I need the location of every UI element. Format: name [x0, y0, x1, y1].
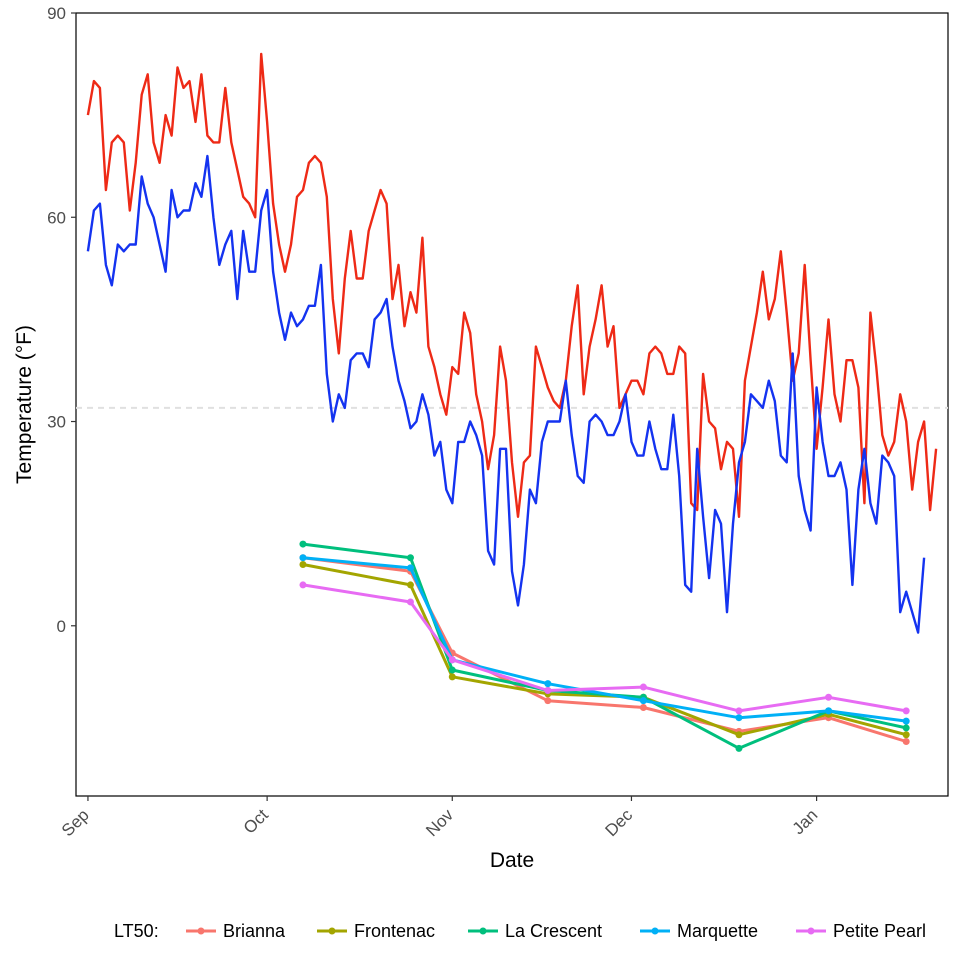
frontenac-point — [299, 561, 307, 569]
brianna-point — [902, 738, 910, 746]
y-tick-label: 90 — [47, 4, 66, 23]
legend-key-point — [197, 927, 205, 935]
legend-label: Frontenac — [354, 921, 435, 941]
la-crescent-point — [448, 666, 456, 674]
petite-pearl-point — [825, 693, 833, 701]
legend-key-point — [328, 927, 336, 935]
panel-border — [75, 12, 949, 797]
frontenac-point — [902, 731, 910, 739]
legend: LT50: Brianna Frontenac La Crescent Marquet… — [114, 921, 926, 941]
frontenac-point — [448, 673, 456, 681]
y-axis-title: Temperature (°F) — [13, 325, 36, 484]
y-tick-label: 30 — [47, 413, 66, 432]
brianna-point — [639, 703, 647, 711]
legend-key-point — [651, 927, 659, 935]
marquette-point — [825, 707, 833, 715]
marquette-point — [902, 717, 910, 725]
y-tick-label: 0 — [57, 617, 66, 636]
petite-pearl-point — [902, 707, 910, 715]
la-crescent-line — [302, 542, 907, 750]
x-tick-label: Oct — [240, 805, 272, 837]
lt50-series-group — [299, 540, 910, 752]
legend-item-brianna: Brianna — [186, 921, 286, 941]
temperature-line-blue — [86, 154, 926, 634]
x-tick-label: Nov — [422, 805, 457, 840]
la-crescent-point — [406, 554, 414, 562]
marquette-point — [544, 680, 552, 688]
la-crescent-point — [299, 540, 307, 548]
legend-label: La Crescent — [505, 921, 602, 941]
legend-title: LT50: — [114, 921, 159, 941]
temperature-line-red — [86, 52, 938, 518]
legend-key-point — [479, 927, 487, 935]
petite-pearl-point — [544, 686, 552, 694]
legend-item-petite-pearl: Petite Pearl — [796, 921, 926, 941]
x-tick-label: Dec — [601, 805, 636, 840]
marquette-point — [639, 697, 647, 705]
frontenac-line — [302, 563, 907, 737]
y-axis: 0 30 60 90 — [47, 4, 76, 636]
brianna-point — [544, 697, 552, 705]
frontenac-point — [735, 731, 743, 739]
petite-pearl-point — [448, 656, 456, 664]
marquette-line — [302, 556, 907, 723]
x-axis: Sep Oct Nov Dec Jan — [58, 796, 821, 840]
marquette-point — [735, 714, 743, 722]
plot-area — [75, 12, 949, 797]
x-axis-title: Date — [490, 849, 534, 872]
legend-label: Brianna — [223, 921, 286, 941]
x-tick-label: Jan — [789, 805, 822, 838]
legend-label: Petite Pearl — [833, 921, 926, 941]
legend-item-marquette: Marquette — [640, 921, 758, 941]
petite-pearl-point — [406, 598, 414, 606]
brianna-line — [302, 556, 907, 743]
marquette-point — [299, 554, 307, 562]
petite-pearl-line — [302, 583, 907, 713]
x-tick-label: Sep — [58, 805, 93, 840]
legend-label: Marquette — [677, 921, 758, 941]
y-tick-label: 60 — [47, 208, 66, 227]
la-crescent-point — [902, 724, 910, 732]
temperature-series-group — [86, 52, 938, 634]
series-petite-pearl — [299, 581, 910, 715]
legend-item-frontenac: Frontenac — [317, 921, 435, 941]
frontenac-point — [406, 581, 414, 589]
petite-pearl-point — [639, 683, 647, 691]
la-crescent-point — [735, 744, 743, 752]
petite-pearl-point — [735, 707, 743, 715]
petite-pearl-point — [299, 581, 307, 589]
legend-key-point — [807, 927, 815, 935]
marquette-point — [406, 564, 414, 572]
legend-item-la-crescent: La Crescent — [468, 921, 602, 941]
